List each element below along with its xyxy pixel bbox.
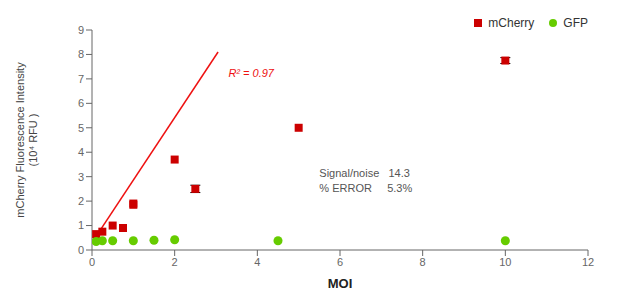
svg-text:4: 4	[78, 146, 84, 158]
svg-text:8: 8	[78, 48, 84, 60]
svg-text:6: 6	[337, 256, 343, 268]
svg-text:% ERROR 5.3%: % ERROR 5.3%	[319, 182, 412, 194]
svg-text:7: 7	[78, 73, 84, 85]
svg-text:2: 2	[78, 195, 84, 207]
svg-text:mCherry Fluorescence Intensity: mCherry Fluorescence Intensity(10⁴ RFU )	[14, 62, 39, 218]
svg-text:12: 12	[582, 256, 594, 268]
svg-text:5: 5	[78, 122, 84, 134]
svg-text:1: 1	[78, 219, 84, 231]
svg-text:0: 0	[89, 256, 95, 268]
svg-text:2: 2	[172, 256, 178, 268]
html-text:mCherry: mCherry	[488, 16, 535, 30]
svg-text:Signal/noise 14.3: Signal/noise 14.3	[319, 167, 410, 179]
svg-text:10: 10	[499, 256, 511, 268]
svg-text:0: 0	[78, 244, 84, 256]
svg-text:9: 9	[78, 24, 84, 36]
svg-text:3: 3	[78, 171, 84, 183]
svg-text:R² = 0.97: R² = 0.97	[228, 67, 274, 79]
svg-text:8: 8	[420, 256, 426, 268]
svg-text:6: 6	[78, 97, 84, 109]
svg-text:MOI: MOI	[328, 276, 353, 291]
svg-text:4: 4	[254, 256, 260, 268]
html-text:GFP: GFP	[563, 16, 588, 30]
